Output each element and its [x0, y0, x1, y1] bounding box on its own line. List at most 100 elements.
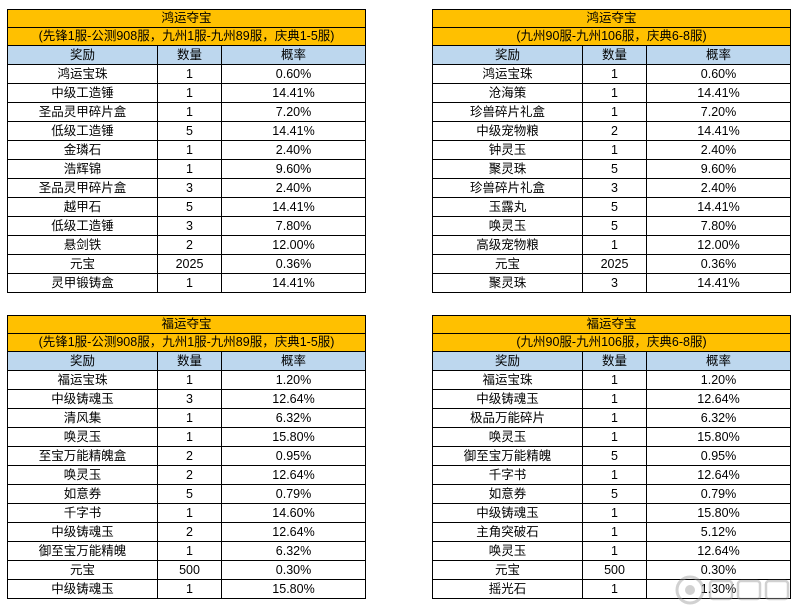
table-row: 珍兽碎片礼盒 1 7.20% [432, 102, 792, 122]
cell-reward: 至宝万能精魄盒 [7, 446, 158, 466]
cell-probability: 1.20% [645, 370, 792, 390]
cell-reward: 沧海策 [432, 83, 583, 103]
cell-reward: 珍兽碎片礼盒 [432, 102, 583, 122]
cell-reward: 中级铸魂玉 [432, 503, 583, 523]
cell-probability: 1.20% [220, 370, 367, 390]
cell-quantity: 3 [157, 216, 222, 236]
table-hongyun-early-servers: 鸿运夺宝 (先锋1服-公测908服，九州1服-九州89服，庆典1-5服) 奖励 … [6, 9, 367, 293]
cell-probability: 14.41% [645, 197, 792, 217]
cell-probability: 6.32% [645, 408, 792, 428]
cell-reward: 清风集 [7, 408, 158, 428]
cell-reward: 唤灵玉 [7, 465, 158, 485]
cell-reward: 圣品灵甲碎片盒 [7, 178, 158, 198]
cell-reward: 中级铸魂玉 [7, 579, 158, 599]
cell-quantity: 1 [582, 389, 647, 409]
header-probability: 概率 [645, 45, 792, 65]
cell-reward: 玉露丸 [432, 197, 583, 217]
header-reward: 奖励 [432, 45, 583, 65]
cell-probability: 7.20% [220, 102, 367, 122]
cell-quantity: 5 [582, 216, 647, 236]
cell-probability: 6.32% [220, 408, 367, 428]
cell-reward: 聚灵珠 [432, 273, 583, 293]
table-row: 福运宝珠 1 1.20% [432, 370, 792, 390]
cell-reward: 中级宠物粮 [432, 121, 583, 141]
table-title: 鸿运夺宝 [6, 9, 367, 28]
cell-probability: 15.80% [645, 503, 792, 523]
cell-probability: 14.41% [645, 273, 792, 293]
cell-reward: 御至宝万能精魄 [7, 541, 158, 561]
cell-quantity: 3 [157, 178, 222, 198]
cell-reward: 鸿运宝珠 [7, 64, 158, 84]
cell-probability: 15.80% [645, 427, 792, 447]
cell-quantity: 3 [582, 178, 647, 198]
table-row: 中级宠物粮 2 14.41% [432, 121, 792, 141]
cell-quantity: 2025 [582, 254, 647, 274]
cell-quantity: 3 [582, 273, 647, 293]
table-row: 越甲石 5 14.41% [7, 197, 367, 217]
cell-probability: 12.64% [645, 465, 792, 485]
cell-reward: 唤灵玉 [432, 427, 583, 447]
cell-quantity: 1 [157, 503, 222, 523]
table-row: 鸿运宝珠 1 0.60% [432, 64, 792, 84]
cell-probability: 12.00% [645, 235, 792, 255]
table-row: 珍兽碎片礼盒 3 2.40% [432, 178, 792, 198]
cell-probability: 14.60% [220, 503, 367, 523]
table-row: 高级宠物粮 1 12.00% [432, 235, 792, 255]
cell-quantity: 1 [582, 370, 647, 390]
header-quantity: 数量 [157, 351, 222, 371]
cell-probability: 2.40% [220, 178, 367, 198]
cell-probability: 14.41% [220, 273, 367, 293]
cell-probability: 9.60% [220, 159, 367, 179]
table-row: 低级工造锤 3 7.80% [7, 216, 367, 236]
table-title: 福运夺宝 [431, 315, 792, 334]
cell-probability: 0.95% [220, 446, 367, 466]
column-header-row: 奖励 数量 概率 [432, 351, 792, 371]
cell-probability: 12.64% [220, 389, 367, 409]
cell-probability: 2.40% [220, 140, 367, 160]
cell-quantity: 2 [582, 121, 647, 141]
table-row: 元宝 500 0.30% [7, 560, 367, 580]
cell-probability: 6.32% [220, 541, 367, 561]
table-row: 至宝万能精魄盒 2 0.95% [7, 446, 367, 466]
cell-reward: 如意券 [432, 484, 583, 504]
header-probability: 概率 [645, 351, 792, 371]
table-row: 御至宝万能精魄 1 6.32% [7, 541, 367, 561]
header-reward: 奖励 [7, 45, 158, 65]
cell-reward: 中级铸魂玉 [7, 389, 158, 409]
cell-probability: 1.30% [645, 579, 792, 599]
table-subtitle: (九州90服-九州106服，庆典6-8服) [431, 27, 792, 46]
cell-probability: 12.00% [220, 235, 367, 255]
table-row: 主角突破石 1 5.12% [432, 522, 792, 542]
cell-reward: 钟灵玉 [432, 140, 583, 160]
cell-probability: 5.12% [645, 522, 792, 542]
header-probability: 概率 [220, 45, 367, 65]
table-row: 清风集 1 6.32% [7, 408, 367, 428]
cell-reward: 中级工造锤 [7, 83, 158, 103]
cell-probability: 12.64% [220, 522, 367, 542]
cell-quantity: 5 [582, 484, 647, 504]
cell-probability: 0.36% [220, 254, 367, 274]
table-row: 中级铸魂玉 1 15.80% [432, 503, 792, 523]
cell-reward: 中级铸魂玉 [432, 389, 583, 409]
table-row: 如意券 5 0.79% [432, 484, 792, 504]
cell-quantity: 1 [157, 579, 222, 599]
table-row: 中级工造锤 1 14.41% [7, 83, 367, 103]
cell-probability: 0.95% [645, 446, 792, 466]
cell-probability: 0.60% [220, 64, 367, 84]
cell-quantity: 1 [157, 102, 222, 122]
table-row: 聚灵珠 3 14.41% [432, 273, 792, 293]
cell-quantity: 1 [582, 503, 647, 523]
cell-quantity: 5 [157, 197, 222, 217]
table-row: 聚灵珠 5 9.60% [432, 159, 792, 179]
cell-quantity: 5 [157, 484, 222, 504]
cell-probability: 14.41% [220, 83, 367, 103]
table-subtitle: (先锋1服-公测908服，九州1服-九州89服，庆典1-5服) [6, 333, 367, 352]
cell-probability: 0.79% [220, 484, 367, 504]
table-row: 圣品灵甲碎片盒 3 2.40% [7, 178, 367, 198]
cell-reward: 唤灵玉 [432, 541, 583, 561]
cell-quantity: 5 [157, 121, 222, 141]
cell-probability: 7.20% [645, 102, 792, 122]
column-header-row: 奖励 数量 概率 [432, 45, 792, 65]
cell-reward: 唤灵玉 [7, 427, 158, 447]
cell-quantity: 1 [157, 140, 222, 160]
